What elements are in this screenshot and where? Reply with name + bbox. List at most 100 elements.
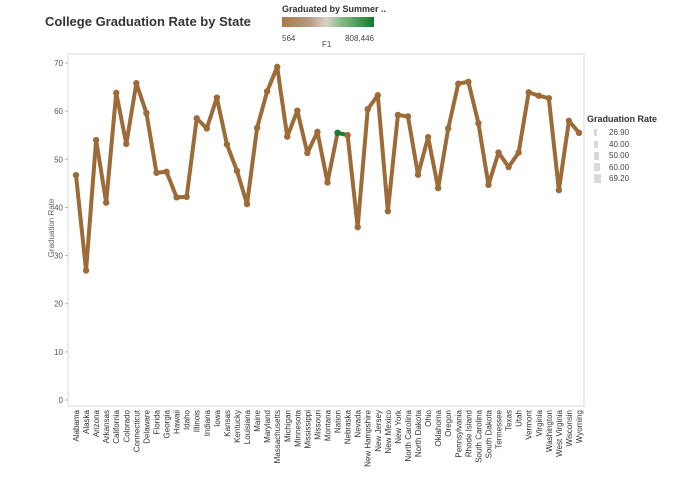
data-point[interactable] — [263, 88, 271, 95]
data-point[interactable] — [324, 179, 331, 186]
data-point[interactable] — [565, 117, 573, 124]
line-segment[interactable] — [556, 118, 571, 193]
data-point[interactable] — [223, 141, 231, 148]
line-segment[interactable] — [375, 93, 390, 214]
line-segment[interactable] — [345, 133, 360, 230]
line-segment[interactable] — [184, 116, 199, 199]
line-segment[interactable] — [255, 89, 270, 130]
series-points[interactable] — [72, 63, 583, 274]
line-segment[interactable] — [204, 95, 219, 131]
color-ramp[interactable] — [282, 17, 374, 27]
data-point[interactable] — [575, 129, 583, 137]
data-point[interactable] — [555, 186, 563, 194]
line-segment[interactable] — [426, 135, 441, 191]
data-point[interactable] — [153, 169, 160, 176]
line-segment[interactable] — [546, 96, 561, 193]
y-tick-label: 10 — [54, 348, 63, 357]
data-point[interactable] — [495, 149, 502, 156]
line-segment[interactable] — [214, 95, 229, 147]
data-point[interactable] — [465, 78, 472, 85]
data-point[interactable] — [143, 109, 150, 117]
line-segment[interactable] — [385, 112, 400, 214]
data-point[interactable] — [163, 168, 170, 176]
line-segment[interactable] — [295, 108, 310, 156]
data-point[interactable] — [485, 181, 492, 189]
line-segment[interactable] — [305, 129, 320, 156]
line-segment[interactable] — [436, 126, 451, 191]
data-point[interactable] — [384, 208, 392, 215]
x-tick-label: Montana — [324, 409, 333, 441]
data-point[interactable] — [123, 140, 130, 148]
data-point[interactable] — [304, 149, 311, 157]
line-segment[interactable] — [234, 168, 250, 207]
y-tick-label: 20 — [54, 300, 63, 309]
data-point[interactable] — [92, 136, 100, 144]
data-point[interactable] — [253, 124, 261, 132]
line-segment[interactable] — [325, 130, 340, 185]
data-point[interactable] — [374, 92, 381, 99]
line-segment[interactable] — [245, 125, 260, 207]
x-tick-label: West Virginia — [555, 409, 564, 456]
line-segment[interactable] — [104, 90, 119, 205]
line-segment[interactable] — [275, 64, 290, 139]
data-point[interactable] — [173, 194, 180, 201]
data-point[interactable] — [344, 132, 351, 139]
data-point[interactable] — [243, 200, 251, 208]
data-point[interactable] — [113, 89, 120, 97]
data-point[interactable] — [294, 107, 301, 114]
data-point[interactable] — [515, 149, 522, 156]
data-point[interactable] — [455, 80, 462, 87]
data-point[interactable] — [334, 129, 341, 137]
data-point[interactable] — [82, 267, 90, 274]
data-point[interactable] — [102, 199, 110, 206]
line-segment[interactable] — [224, 142, 239, 173]
series-line[interactable] — [74, 64, 581, 273]
data-point[interactable] — [525, 89, 532, 96]
data-point[interactable] — [213, 94, 221, 101]
line-segment[interactable] — [416, 135, 431, 177]
data-point[interactable] — [203, 125, 210, 132]
data-point[interactable] — [505, 163, 512, 171]
data-point[interactable] — [545, 94, 553, 102]
data-point[interactable] — [72, 171, 80, 179]
data-point[interactable] — [193, 115, 200, 122]
x-tick-label: Massachusetts — [273, 410, 282, 463]
data-point[interactable] — [424, 133, 432, 141]
data-point[interactable] — [445, 125, 452, 132]
data-point[interactable] — [434, 184, 442, 192]
line-segment[interactable] — [164, 169, 179, 200]
line-segment[interactable] — [405, 114, 421, 177]
data-point[interactable] — [414, 171, 422, 178]
color-legend[interactable]: Graduated by Summer .. 564 F1 808,446 — [282, 4, 386, 49]
line-segment[interactable] — [124, 81, 139, 146]
line-segment[interactable] — [134, 81, 149, 116]
data-point[interactable] — [354, 223, 361, 231]
data-point[interactable] — [394, 111, 402, 119]
data-point[interactable] — [404, 113, 412, 120]
line-segment[interactable] — [446, 81, 461, 131]
line-segment[interactable] — [476, 121, 491, 187]
x-tick-label: Oklahoma — [434, 409, 443, 446]
data-point[interactable] — [364, 106, 371, 113]
data-point[interactable] — [535, 92, 542, 99]
line-segment[interactable] — [285, 108, 300, 139]
line-segment[interactable] — [114, 90, 129, 146]
line-segment[interactable] — [74, 173, 89, 273]
data-point[interactable] — [133, 80, 140, 87]
data-point[interactable] — [233, 167, 241, 175]
line-segment[interactable] — [144, 111, 159, 175]
data-point[interactable] — [314, 128, 321, 136]
line-segment[interactable] — [84, 138, 99, 273]
data-point[interactable] — [274, 63, 281, 71]
data-point[interactable] — [183, 193, 190, 201]
line-segment[interactable] — [94, 138, 109, 205]
data-point[interactable] — [284, 133, 291, 140]
line-segment[interactable] — [355, 107, 370, 230]
data-point[interactable] — [475, 119, 482, 127]
line-segment[interactable] — [486, 150, 501, 187]
line-segment[interactable] — [516, 90, 531, 155]
line-segment[interactable] — [315, 129, 330, 185]
x-tick-label: Kansas — [223, 410, 232, 437]
line-segment[interactable] — [466, 79, 481, 126]
line-segment[interactable] — [265, 64, 280, 94]
